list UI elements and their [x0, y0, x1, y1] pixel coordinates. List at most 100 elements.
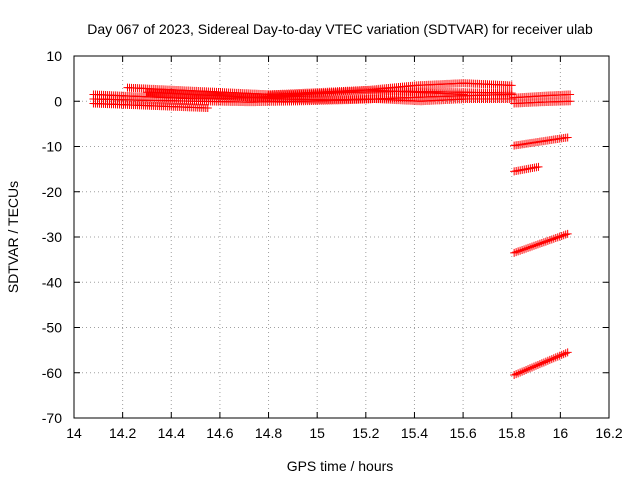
data-point [537, 238, 546, 247]
x-tick-label: 14.8 [255, 425, 282, 441]
axis-ticks: 14 14.2 14.4 14.6 14.8 15 15.2 15.4 15.6 15.8 16 16… [42, 48, 623, 441]
data-point [555, 351, 564, 360]
data-point [520, 245, 529, 254]
data-point [559, 350, 568, 359]
data-point [561, 349, 570, 358]
y-tick-label: -30 [42, 229, 62, 245]
series-sat-h [510, 97, 575, 108]
data-point [507, 81, 516, 90]
x-axis-label: GPS time / hours [287, 458, 394, 474]
data-point [518, 367, 527, 376]
data-point [547, 235, 556, 244]
series-sat-i [510, 133, 572, 150]
data-point [512, 370, 521, 379]
data-point [551, 353, 560, 362]
data-point [545, 355, 554, 364]
data-point [510, 248, 519, 257]
data-point [563, 229, 572, 238]
data-point [516, 368, 525, 377]
data-point [561, 230, 570, 239]
data-points [89, 79, 575, 380]
data-point [566, 97, 575, 106]
data-point [557, 231, 566, 240]
x-tick-label: 14.2 [109, 425, 136, 441]
y-tick-label: 10 [46, 48, 62, 64]
data-point [512, 248, 521, 257]
x-tick-label: 16.2 [595, 425, 622, 441]
data-point [531, 361, 540, 370]
y-tick-label: 0 [54, 93, 62, 109]
series-sat-k [510, 229, 572, 257]
data-point [524, 365, 533, 374]
data-point [518, 246, 527, 255]
data-point [541, 357, 550, 366]
data-point [543, 356, 552, 365]
y-axis-label: SDTVAR / TECUs [5, 181, 21, 293]
x-tick-label: 15.2 [352, 425, 379, 441]
data-point [526, 243, 535, 252]
data-point [514, 247, 523, 256]
x-tick-label: 14.4 [158, 425, 185, 441]
data-point [527, 363, 536, 372]
series-sat-f [264, 85, 468, 99]
y-tick-label: -40 [42, 274, 62, 290]
data-point [553, 233, 562, 242]
y-tick-label: -10 [42, 139, 62, 155]
data-point [549, 234, 558, 243]
data-point [547, 355, 556, 364]
data-point [545, 236, 554, 245]
data-point [549, 354, 558, 363]
data-point [553, 352, 562, 361]
data-point [533, 240, 542, 249]
data-point [559, 231, 568, 240]
data-point [539, 358, 548, 367]
data-point [533, 360, 542, 369]
x-tick-label: 15.6 [449, 425, 476, 441]
data-point [510, 371, 519, 380]
data-point [543, 236, 552, 245]
data-point [557, 350, 566, 359]
series-sat-g [510, 90, 575, 102]
data-point [535, 360, 544, 369]
x-tick-label: 15.4 [401, 425, 428, 441]
data-point [514, 369, 523, 378]
x-tick-label: 14.6 [206, 425, 233, 441]
data-point [535, 239, 544, 248]
y-tick-label: -20 [42, 184, 62, 200]
data-point [520, 366, 529, 375]
data-point [522, 365, 531, 374]
data-point [541, 237, 550, 246]
series-sat-l [510, 348, 572, 380]
data-point [527, 242, 536, 251]
data-point [203, 104, 212, 113]
data-point [526, 364, 535, 373]
data-point [555, 232, 564, 241]
series-sat-c [89, 99, 212, 113]
y-tick-label: -60 [42, 365, 62, 381]
x-tick-label: 15.8 [498, 425, 525, 441]
x-tick-label: 14 [66, 425, 82, 441]
series-sat-j [510, 162, 543, 176]
data-point [529, 362, 538, 371]
data-point [516, 246, 525, 255]
y-tick-label: -70 [42, 410, 62, 426]
data-point [551, 234, 560, 243]
grid [74, 56, 609, 418]
y-tick-label: -50 [42, 320, 62, 336]
data-point [539, 238, 548, 247]
series-sat-e [142, 88, 516, 106]
chart-title: Day 067 of 2023, Sidereal Day-to-day VTE… [87, 21, 593, 37]
data-point [537, 359, 546, 368]
x-tick-label: 15 [309, 425, 325, 441]
data-point [459, 90, 468, 99]
data-point [563, 133, 572, 142]
data-point [524, 243, 533, 252]
data-point [534, 162, 543, 171]
data-point [529, 241, 538, 250]
data-point [566, 90, 575, 99]
data-point [522, 244, 531, 253]
x-tick-label: 16 [553, 425, 569, 441]
data-point [563, 348, 572, 357]
